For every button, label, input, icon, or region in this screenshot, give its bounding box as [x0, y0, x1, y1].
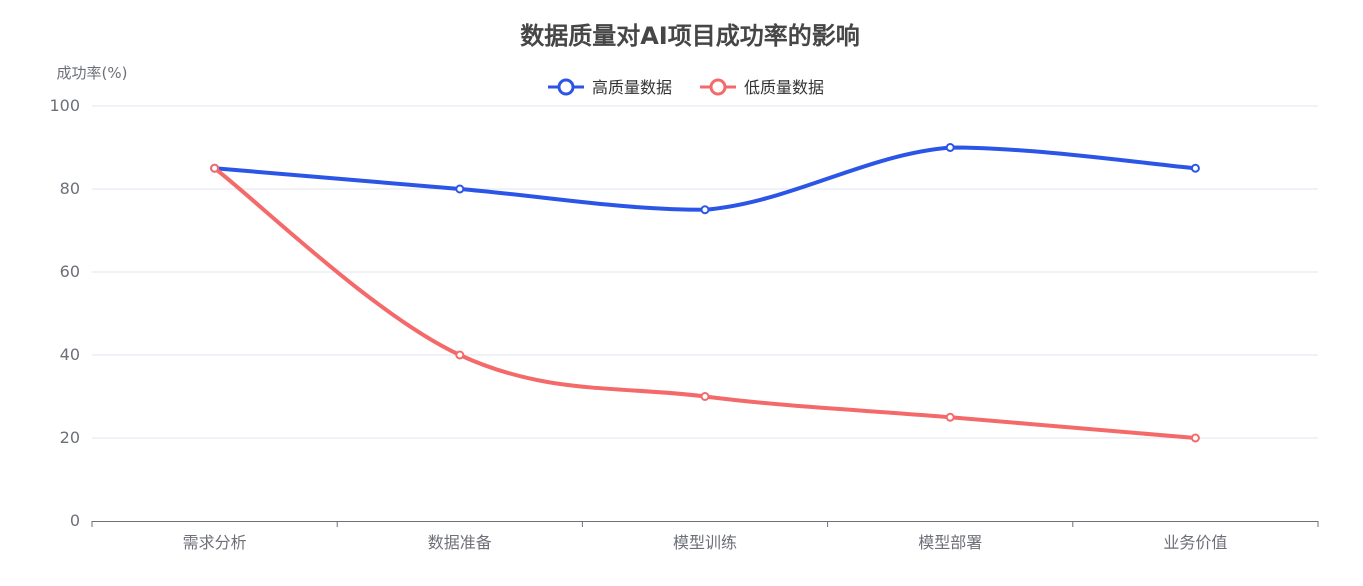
y-tick-label: 80 [60, 179, 80, 198]
legend: 高质量数据 低质量数据 [548, 78, 824, 97]
y-tick-label: 40 [60, 345, 80, 364]
legend-label: 低质量数据 [744, 78, 824, 97]
y-tick-label: 100 [49, 96, 80, 115]
data-point[interactable] [945, 143, 955, 152]
data-point[interactable] [455, 350, 465, 360]
legend-item-1[interactable]: 低质量数据 [700, 78, 824, 97]
y-tick-label: 20 [60, 428, 80, 447]
x-tick-label: 需求分析 [183, 533, 247, 552]
x-axis: 需求分析 数据准备 模型训练 模型部署 业务价值 [91, 521, 1319, 552]
x-tick-label: 模型部署 [918, 533, 982, 552]
series-0 [210, 143, 1200, 215]
data-point[interactable] [1190, 433, 1200, 443]
y-tick-label: 60 [60, 262, 80, 281]
data-point[interactable] [210, 163, 220, 173]
legend-marker-icon [557, 78, 575, 96]
y-tick-label: 0 [70, 511, 80, 530]
data-point[interactable] [700, 392, 710, 401]
data-point[interactable] [700, 205, 710, 215]
data-point[interactable] [455, 184, 465, 194]
grid-lines [92, 105, 1318, 439]
series-line [212, 145, 1198, 212]
series-1 [210, 163, 1200, 443]
data-point[interactable] [1190, 163, 1200, 173]
x-tick-label: 业务价值 [1163, 533, 1227, 552]
x-tick-label: 模型训练 [673, 533, 737, 552]
legend-item-0[interactable]: 高质量数据 [548, 78, 672, 97]
series-lines [210, 143, 1200, 443]
legend-marker-icon [709, 78, 727, 96]
y-axis-title: 成功率(%) [57, 64, 128, 82]
y-axis-ticks: 0 20 40 60 80 100 [49, 96, 80, 530]
chart-title: 数据质量对AI项目成功率的影响 [520, 22, 860, 50]
x-tick-label: 数据准备 [428, 533, 492, 552]
legend-label: 高质量数据 [592, 78, 672, 97]
data-point[interactable] [945, 412, 955, 422]
